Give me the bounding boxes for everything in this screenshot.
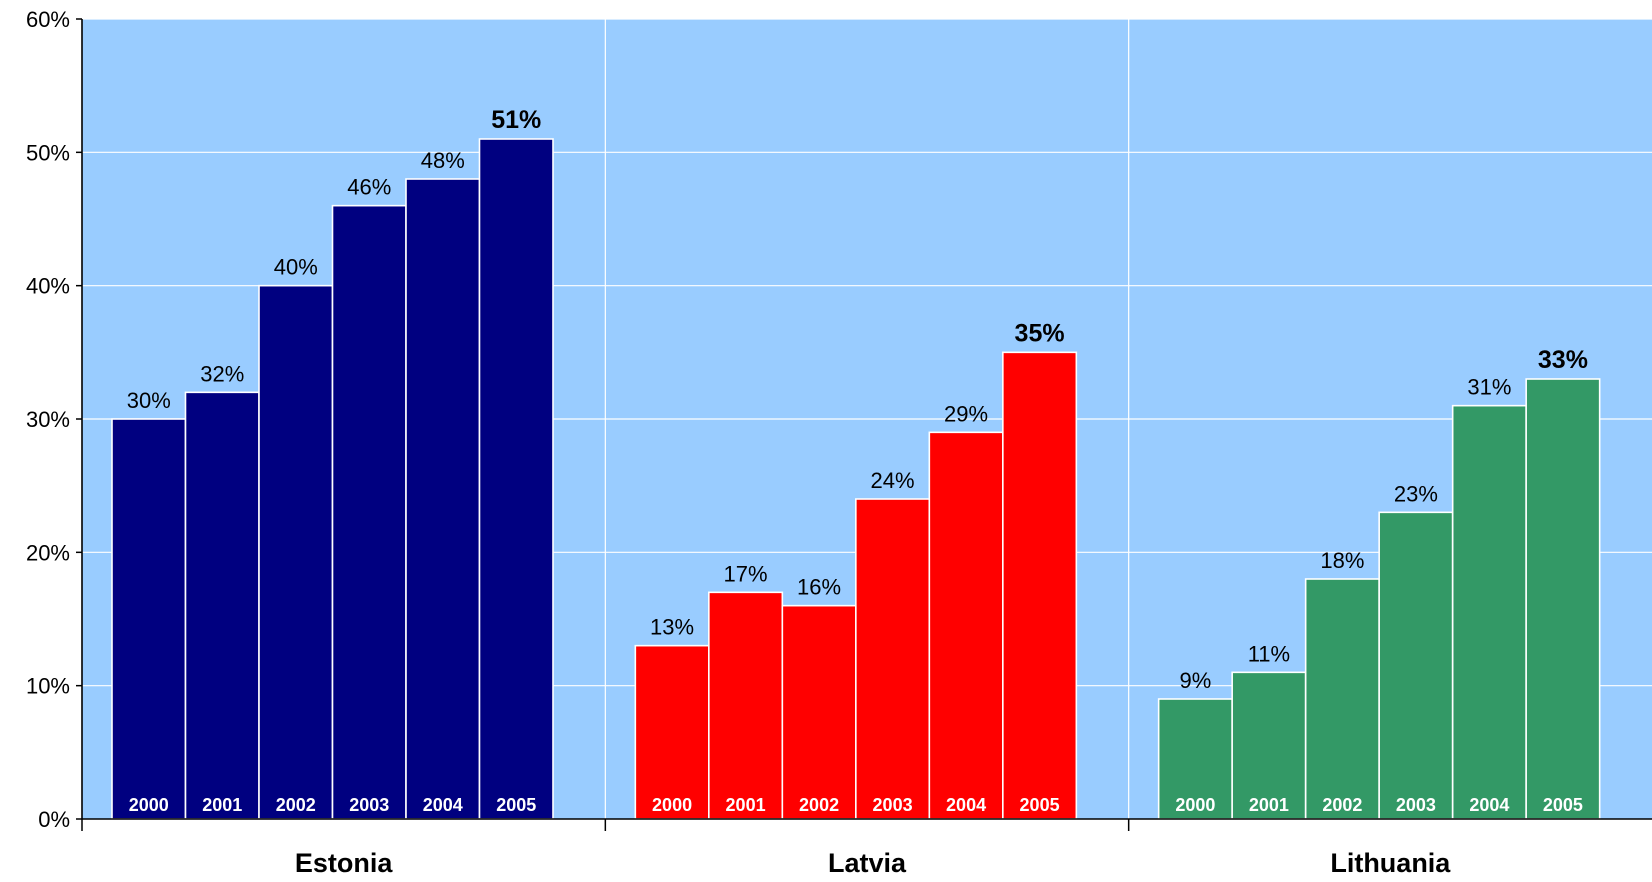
bar-lithuania-2003 xyxy=(1378,511,1454,820)
data-label: 32% xyxy=(200,361,244,386)
year-label: 2005 xyxy=(1020,795,1060,815)
bar-latvia-2002 xyxy=(781,604,857,820)
axes xyxy=(76,18,1652,831)
data-label: 31% xyxy=(1467,375,1511,400)
data-label: 33% xyxy=(1538,346,1588,374)
group-label-lithuania: Lithuania xyxy=(1330,848,1451,878)
year-label: 2004 xyxy=(423,795,463,815)
y-tick-label: 30% xyxy=(26,407,70,432)
year-label: 2003 xyxy=(873,795,913,815)
bar-latvia-2000 xyxy=(634,644,710,820)
bar-latvia-2004 xyxy=(928,431,1004,820)
labels: 0% 10% 20% 30% 40% 50% 60% 30% 2000 32% 2001 40% 200… xyxy=(26,7,1588,878)
bar-latvia-2003 xyxy=(855,498,931,820)
year-label: 2001 xyxy=(726,795,766,815)
bar-estonia-2000 xyxy=(111,418,187,820)
data-label: 23% xyxy=(1394,481,1438,506)
year-label: 2004 xyxy=(946,795,986,815)
year-label: 2005 xyxy=(496,795,536,815)
bar-lithuania-2004 xyxy=(1451,404,1527,820)
y-tick-label: 20% xyxy=(26,540,70,565)
data-label: 24% xyxy=(871,468,915,493)
year-label: 2004 xyxy=(1469,795,1509,815)
data-label: 13% xyxy=(650,615,694,640)
bar-latvia-2001 xyxy=(708,591,784,820)
bar-estonia-2005 xyxy=(478,138,554,820)
bar-estonia-2001 xyxy=(184,391,260,820)
bar-estonia-2004 xyxy=(405,178,481,820)
bar-estonia-2002 xyxy=(258,284,334,820)
year-label: 2000 xyxy=(129,795,169,815)
data-label: 29% xyxy=(944,401,988,426)
year-label: 2003 xyxy=(349,795,389,815)
data-label: 9% xyxy=(1180,668,1212,693)
year-label: 2003 xyxy=(1396,795,1436,815)
data-label: 16% xyxy=(797,575,841,600)
bar-latvia-2005 xyxy=(1002,351,1078,820)
bar-lithuania-2005 xyxy=(1525,378,1601,820)
y-tick-label: 40% xyxy=(26,274,70,299)
data-label: 17% xyxy=(724,561,768,586)
data-label: 48% xyxy=(421,148,465,173)
bar-estonia-2003 xyxy=(331,204,407,820)
year-label: 2001 xyxy=(1249,795,1289,815)
bar-lithuania-2000 xyxy=(1157,698,1233,820)
year-label: 2000 xyxy=(652,795,692,815)
data-label: 40% xyxy=(274,255,318,280)
y-tick-label: 60% xyxy=(26,7,70,32)
data-label: 35% xyxy=(1015,319,1065,347)
bars xyxy=(111,138,1601,820)
year-label: 2002 xyxy=(799,795,839,815)
bar-lithuania-2001 xyxy=(1231,671,1307,820)
year-label: 2002 xyxy=(276,795,316,815)
data-label: 18% xyxy=(1320,548,1364,573)
data-label: 51% xyxy=(491,106,541,134)
group-label-latvia: Latvia xyxy=(828,848,907,878)
y-tick-label: 10% xyxy=(26,674,70,699)
group-label-estonia: Estonia xyxy=(295,848,394,878)
y-tick-label: 50% xyxy=(26,140,70,165)
data-label: 30% xyxy=(127,388,171,413)
year-label: 2000 xyxy=(1175,795,1215,815)
year-label: 2002 xyxy=(1322,795,1362,815)
y-tick-label: 0% xyxy=(38,807,70,832)
year-label: 2005 xyxy=(1543,795,1583,815)
data-label: 46% xyxy=(347,175,391,200)
year-label: 2001 xyxy=(202,795,242,815)
bar-lithuania-2002 xyxy=(1304,578,1380,820)
data-label: 11% xyxy=(1248,641,1290,666)
